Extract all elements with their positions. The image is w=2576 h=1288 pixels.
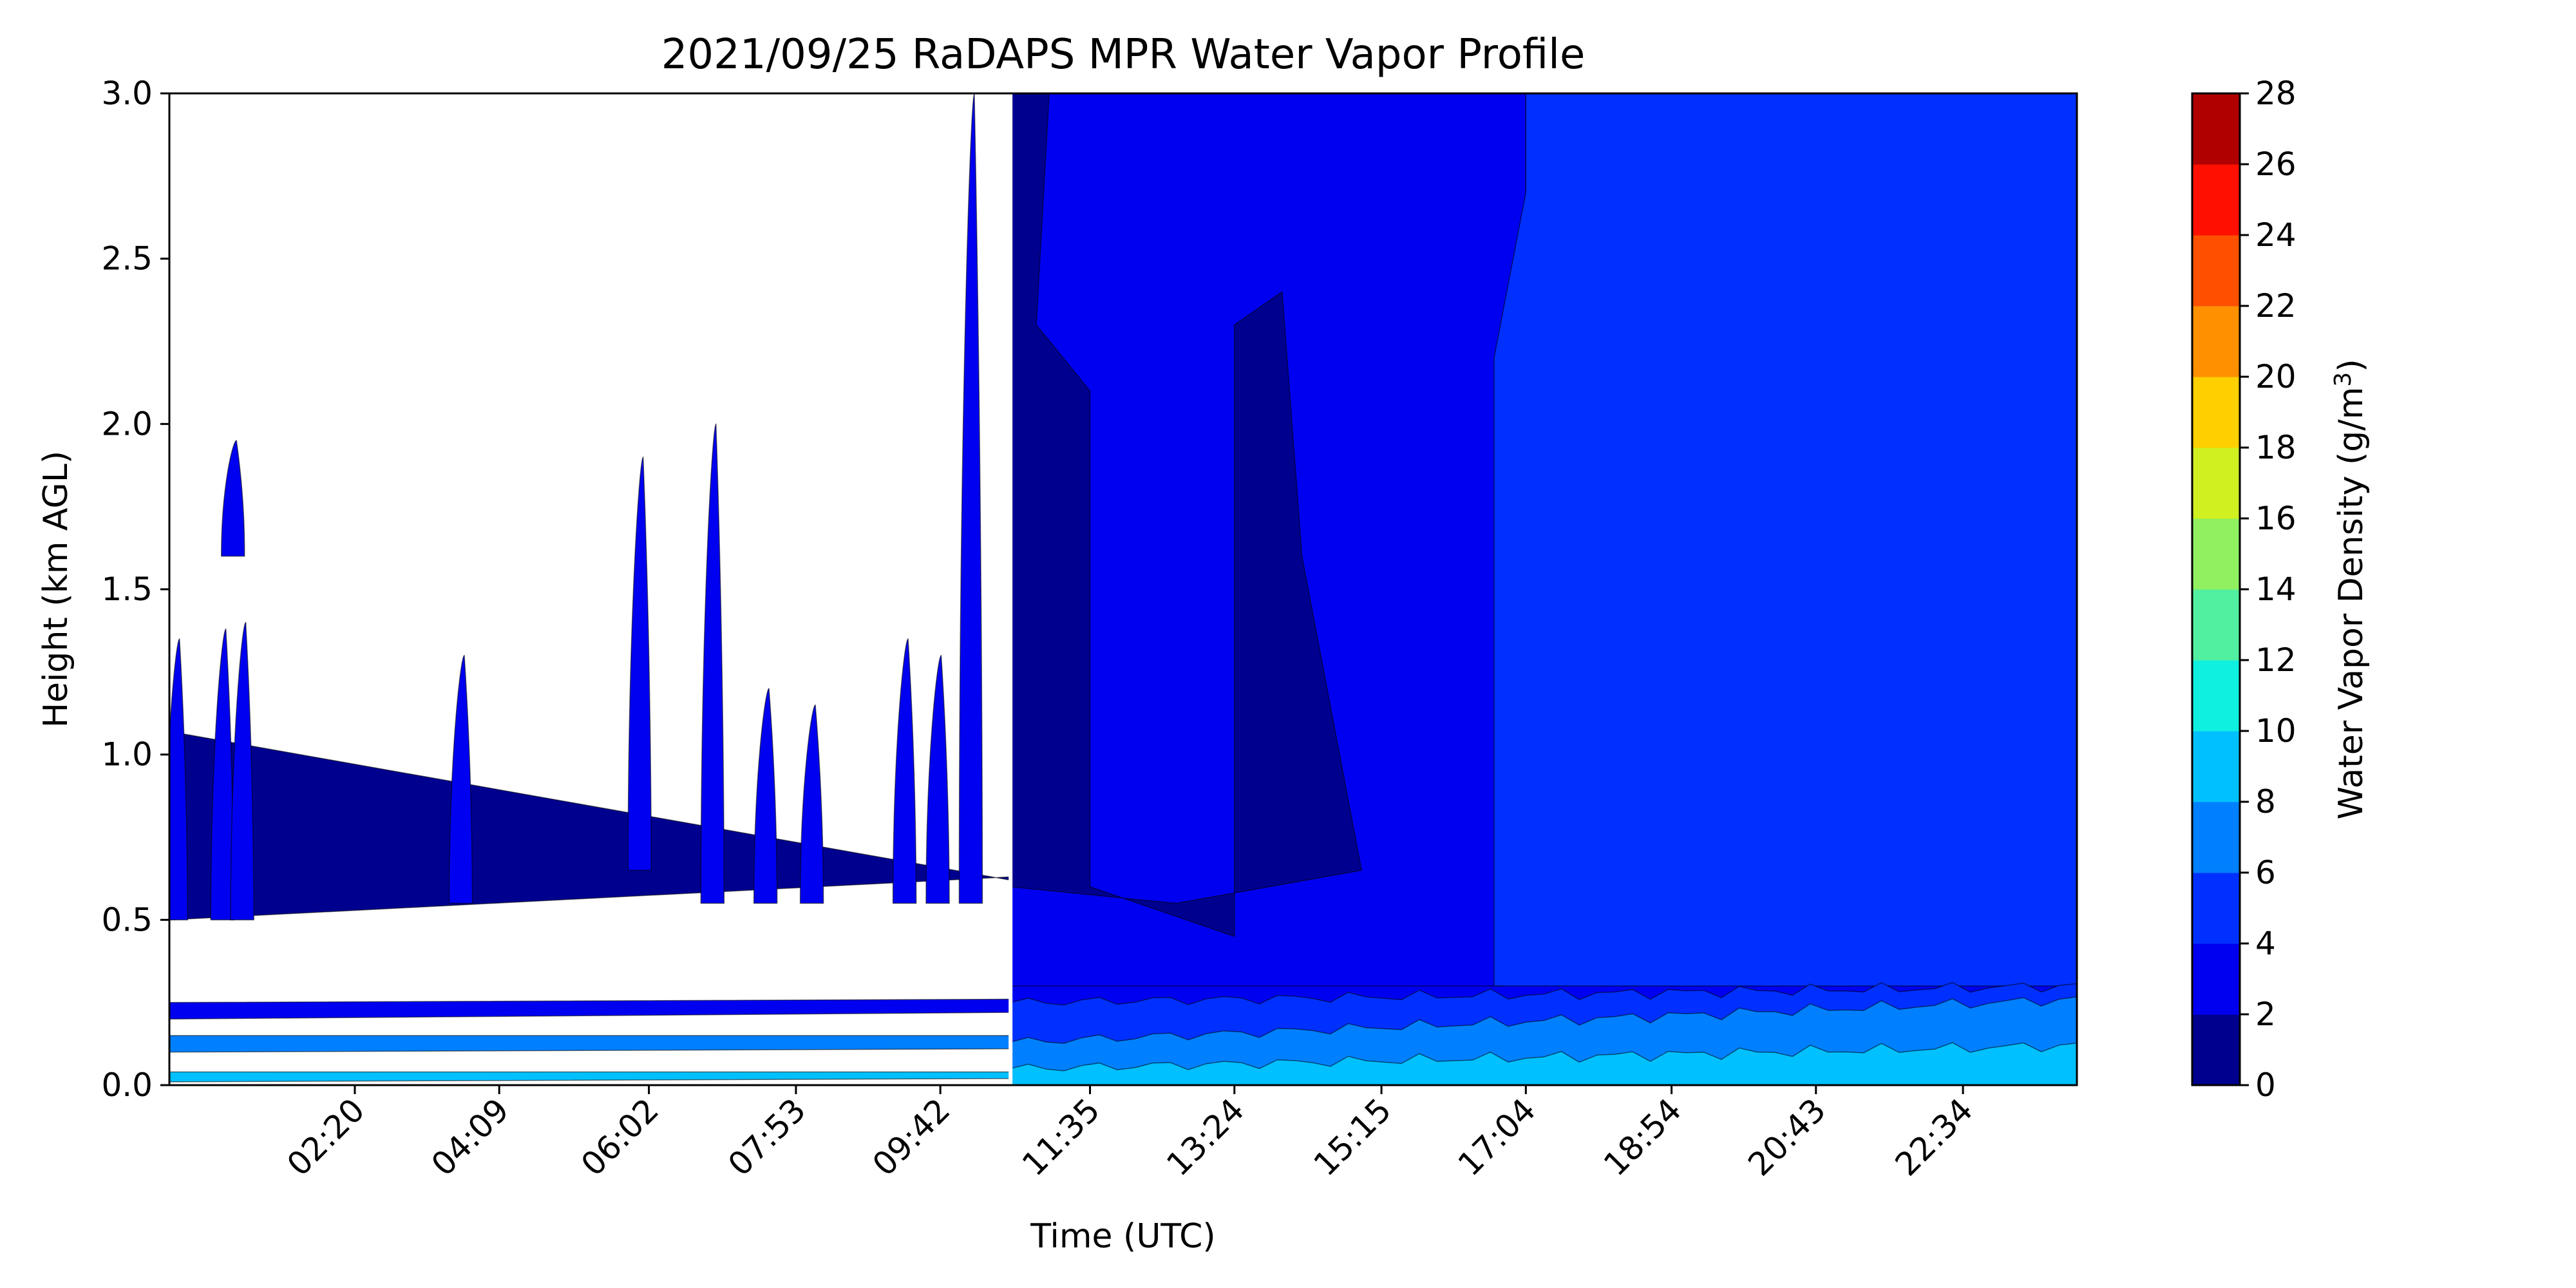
region-spike-10: [892, 638, 917, 904]
region-spike-9: [799, 704, 824, 904]
y-tick-label: 1.0: [101, 736, 153, 773]
y-tick-label: 2.5: [101, 240, 153, 278]
colorbar-bin: [2192, 731, 2240, 802]
colorbar-bin: [2192, 164, 2240, 236]
colorbar-bin: [2192, 802, 2240, 873]
colorbar-tick-label: 6: [2255, 854, 2276, 891]
colorbar-tick-label: 28: [2255, 75, 2297, 112]
colorbar-bin: [2192, 1014, 2240, 1086]
plot-area: [169, 93, 2077, 1085]
region-right-dry-core: [1010, 93, 1363, 938]
y-tick-label: 2.0: [101, 405, 153, 442]
region-spike-4: [230, 621, 254, 921]
region-right-mid-late: [1493, 93, 2077, 987]
colorbar-bin: [2192, 943, 2240, 1015]
region-left-band-middle: [169, 1035, 1011, 1053]
colorbar-tick-label: 22: [2255, 287, 2297, 325]
colorbar-tick-label: 18: [2255, 429, 2297, 466]
colorbar-bin: [2192, 873, 2240, 944]
colorbar-tick-label: 4: [2255, 925, 2276, 962]
colorbar-tick-label: 20: [2255, 358, 2297, 395]
colorbar-tick-label: 26: [2255, 146, 2297, 183]
colorbar-tick-label: 16: [2255, 500, 2297, 537]
colorbar-tick-label: 8: [2255, 783, 2276, 820]
colorbar-tick-label: 0: [2255, 1066, 2276, 1104]
y-tick-label: 3.0: [101, 75, 153, 112]
region-spike-11: [925, 654, 950, 904]
region-spike-6: [627, 456, 652, 871]
colorbar-bin: [2192, 306, 2240, 377]
colorbar-tick-label: 12: [2255, 641, 2297, 679]
chart-title: 2021/09/25 RaDAPS MPR Water Vapor Profil…: [661, 31, 1586, 79]
colorbar-bin: [2192, 660, 2240, 732]
colorbar-bin: [2192, 518, 2240, 590]
y-axis-label: Height (km AGL): [37, 451, 75, 728]
colorbar-tick-label: 2: [2255, 996, 2276, 1033]
colorbar-bin: [2192, 235, 2240, 307]
colorbar-tick-label: 24: [2255, 216, 2297, 254]
y-axis: 0.0 0.5 1.0 1.5 2.0 2.5 3.0: [101, 75, 169, 1104]
region-spike-8: [753, 688, 778, 904]
y-tick-label: 0.0: [101, 1066, 153, 1104]
colorbar-tick-label: 10: [2255, 712, 2297, 750]
colorbar-bin: [2192, 589, 2240, 661]
region-right-lowest: [1010, 1042, 2077, 1085]
region-spike-1: [169, 638, 189, 921]
region-spike-3: [220, 440, 245, 557]
x-axis-label: Time (UTC): [1030, 1217, 1215, 1256]
region-spike-5: [448, 654, 473, 904]
colorbar-label: Water Vapor Density (g/m3): [2330, 359, 2371, 819]
y-tick-label: 0.5: [101, 901, 153, 938]
colorbar-tick-label: 14: [2255, 571, 2297, 608]
y-tick-label: 1.5: [101, 571, 153, 608]
colorbar-bin: [2192, 93, 2240, 165]
colorbar-bin: [2192, 377, 2240, 448]
colorbar-bin: [2192, 448, 2240, 519]
region-spike-7: [700, 423, 725, 904]
